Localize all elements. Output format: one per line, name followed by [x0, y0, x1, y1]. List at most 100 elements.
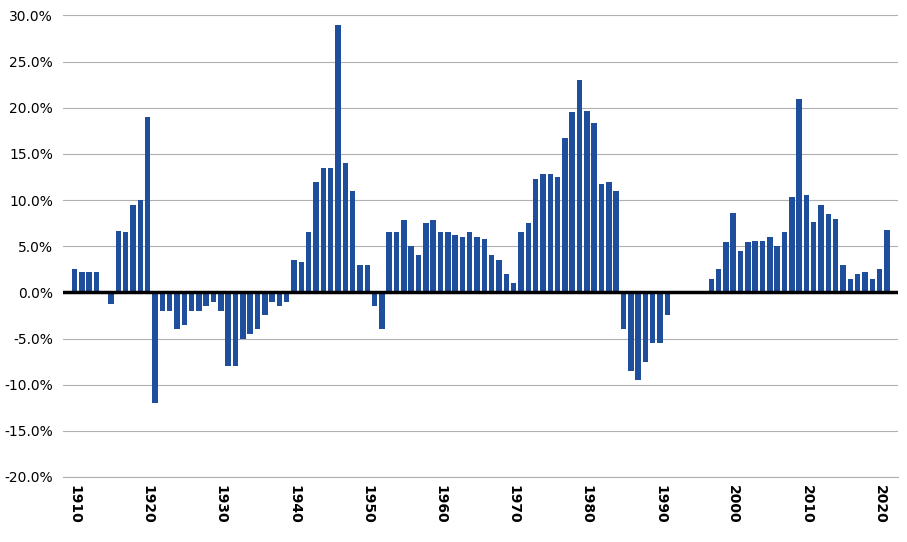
Bar: [152, 292, 158, 403]
Bar: [584, 111, 590, 292]
Bar: [226, 292, 231, 366]
Bar: [606, 182, 611, 292]
Bar: [167, 292, 172, 311]
Bar: [541, 174, 546, 292]
Bar: [306, 233, 311, 292]
Bar: [746, 242, 751, 292]
Bar: [716, 269, 721, 292]
Bar: [555, 177, 561, 292]
Bar: [877, 269, 883, 292]
Bar: [86, 272, 92, 292]
Bar: [767, 237, 773, 292]
Bar: [196, 292, 201, 311]
Bar: [789, 197, 795, 292]
Bar: [336, 25, 341, 292]
Bar: [562, 138, 568, 292]
Bar: [665, 292, 670, 315]
Bar: [489, 255, 494, 292]
Bar: [372, 292, 377, 306]
Bar: [248, 292, 253, 334]
Bar: [650, 292, 656, 343]
Bar: [72, 269, 77, 292]
Bar: [753, 241, 758, 292]
Bar: [262, 292, 268, 315]
Bar: [240, 292, 246, 339]
Bar: [570, 112, 575, 292]
Bar: [884, 230, 890, 292]
Bar: [115, 230, 122, 292]
Bar: [328, 168, 334, 292]
Bar: [818, 205, 824, 292]
Bar: [775, 246, 780, 292]
Bar: [525, 223, 531, 292]
Bar: [796, 99, 802, 292]
Bar: [870, 279, 875, 292]
Bar: [782, 233, 787, 292]
Bar: [643, 292, 649, 362]
Bar: [548, 174, 553, 292]
Bar: [408, 246, 414, 292]
Bar: [181, 292, 187, 325]
Bar: [79, 272, 84, 292]
Bar: [291, 260, 297, 292]
Bar: [532, 179, 539, 292]
Bar: [760, 241, 766, 292]
Bar: [320, 168, 327, 292]
Bar: [350, 191, 356, 292]
Bar: [482, 239, 487, 292]
Bar: [401, 221, 406, 292]
Bar: [431, 221, 436, 292]
Bar: [511, 283, 516, 292]
Bar: [277, 292, 282, 306]
Bar: [599, 184, 604, 292]
Bar: [804, 195, 809, 292]
Bar: [379, 292, 385, 330]
Bar: [203, 292, 209, 306]
Bar: [453, 235, 458, 292]
Bar: [730, 213, 736, 292]
Bar: [313, 182, 318, 292]
Bar: [467, 233, 473, 292]
Bar: [620, 292, 626, 330]
Bar: [131, 205, 136, 292]
Bar: [145, 117, 151, 292]
Bar: [723, 242, 728, 292]
Bar: [737, 251, 744, 292]
Bar: [93, 272, 99, 292]
Bar: [386, 233, 392, 292]
Bar: [840, 264, 845, 292]
Bar: [394, 233, 399, 292]
Bar: [635, 292, 641, 380]
Bar: [855, 274, 861, 292]
Bar: [833, 218, 838, 292]
Bar: [628, 292, 633, 371]
Bar: [108, 292, 113, 305]
Bar: [438, 233, 444, 292]
Bar: [863, 272, 868, 292]
Bar: [365, 264, 370, 292]
Bar: [160, 292, 165, 311]
Bar: [460, 237, 465, 292]
Bar: [848, 279, 853, 292]
Bar: [445, 233, 451, 292]
Bar: [708, 279, 714, 292]
Bar: [415, 255, 421, 292]
Bar: [123, 233, 129, 292]
Bar: [189, 292, 194, 311]
Bar: [474, 237, 480, 292]
Bar: [613, 191, 619, 292]
Bar: [218, 292, 224, 311]
Bar: [577, 80, 582, 292]
Bar: [298, 262, 304, 292]
Bar: [591, 124, 597, 292]
Bar: [811, 222, 816, 292]
Bar: [255, 292, 260, 330]
Bar: [269, 292, 275, 301]
Bar: [138, 200, 143, 292]
Bar: [210, 292, 216, 301]
Bar: [174, 292, 180, 330]
Bar: [423, 223, 428, 292]
Bar: [825, 214, 831, 292]
Bar: [357, 264, 363, 292]
Bar: [496, 260, 502, 292]
